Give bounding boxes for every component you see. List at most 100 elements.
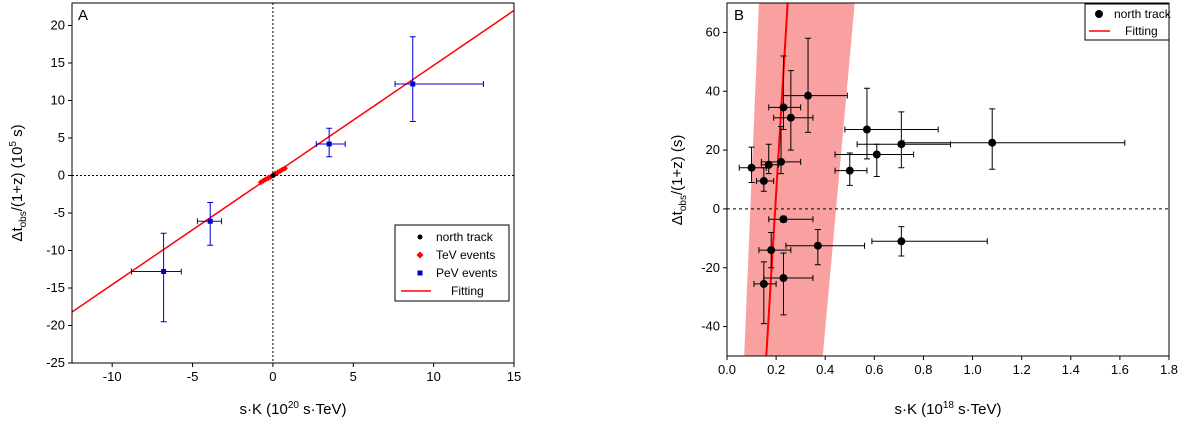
- a-ticks: -10 -5 0 5 10 15 -25 -20 -15 -10 -5 0 5 10 15 20: [46, 18, 521, 385]
- b-north-yerr-5: [787, 70, 794, 151]
- b-north-xerr-11: [903, 139, 1126, 146]
- b-north-point-0: [747, 163, 756, 172]
- b-x-tick-label-3: 0.6: [865, 362, 883, 377]
- b-panel-letter: B: [734, 7, 744, 24]
- panel-b: 0.0 0.2 0.4 0.6 0.8 1.0 1.2 1.4 1.6 1.8 -40 -20 0 20 4…: [669, 2, 1178, 418]
- b-north-point-8: [872, 150, 881, 159]
- b-x-tick-label-7: 1.4: [1062, 362, 1080, 377]
- a-y-tick-label-0: -25: [46, 355, 65, 370]
- a-x-tick-label-2: 0: [269, 369, 276, 384]
- b-y-tick-label-3: 20: [706, 142, 720, 157]
- b-fit-line: [765, 3, 789, 356]
- a-y-tick-label-2: -15: [46, 280, 65, 295]
- b-legend-label-north: north track: [1114, 7, 1172, 21]
- a-legend: north track TeV events PeV events Fittin…: [394, 224, 510, 302]
- a-fit-line: [72, 9, 514, 313]
- b-north-point-2: [764, 160, 773, 169]
- b-legend-marker-north: [1095, 10, 1103, 18]
- b-x-tick-label-5: 1.0: [964, 362, 982, 377]
- b-y-tick-label-2: 0: [713, 201, 720, 216]
- a-pev-point-0: [161, 269, 167, 274]
- a-pev-yerr-1: [207, 202, 214, 246]
- b-x-tick-label-2: 0.4: [816, 362, 834, 377]
- b-north-point-11: [988, 138, 997, 147]
- a-pev-yerr-3: [409, 36, 416, 122]
- b-north-point-16: [779, 274, 788, 283]
- b-north-point-3: [779, 103, 788, 112]
- b-x-tick-label-9: 1.8: [1160, 362, 1178, 377]
- b-y-axis-label: Δtobs/(1+z) (s): [669, 135, 689, 226]
- b-north-point-13: [767, 246, 776, 255]
- b-north-point-7: [862, 125, 871, 134]
- b-x-tick-label-4: 0.8: [914, 362, 932, 377]
- a-panel-letter: A: [78, 7, 88, 24]
- a-y-tick-label-7: 10: [51, 93, 65, 108]
- b-x-tick-label-0: 0.0: [718, 362, 736, 377]
- a-pev-xerr-3: [394, 81, 484, 87]
- a-pev-point-1: [207, 218, 213, 224]
- a-y-tick-label-8: 15: [51, 55, 65, 70]
- b-north-point-15: [897, 237, 906, 246]
- b-north-point-6: [804, 91, 813, 100]
- b-north-point-17: [759, 279, 768, 288]
- a-x-tick-label-0: -10: [103, 369, 122, 384]
- a-x-tick-label-5: 15: [507, 369, 521, 384]
- a-x-tick-label-1: -5: [187, 369, 199, 384]
- a-legend-marker-pev: [417, 270, 423, 276]
- b-north-xerr-7: [844, 126, 939, 133]
- b-north-yerr-7: [863, 87, 870, 160]
- b-y-tick-label-5: 60: [706, 24, 720, 39]
- b-north-yerr-16: [780, 252, 787, 316]
- a-legend-label-north: north track: [436, 230, 494, 244]
- b-legend-label-fit: Fitting: [1125, 24, 1158, 38]
- b-north-point-10: [897, 140, 906, 149]
- b-ticks: 0.0 0.2 0.4 0.6 0.8 1.0 1.2 1.4 1.6 1.8 -40 -20 0 20 4…: [701, 24, 1178, 377]
- a-legend-label-tev: TeV events: [436, 248, 495, 262]
- a-y-tick-label-9: 20: [51, 18, 65, 33]
- a-legend-marker-north: [417, 234, 423, 240]
- b-north-xerr-14: [785, 242, 866, 249]
- b-north-point-12: [779, 215, 788, 224]
- panel-a: -10 -5 0 5 10 15 -25 -20 -15 -10 -5 0 5 10 15 20 A s·K …: [8, 2, 521, 418]
- b-axes-frame: [726, 2, 1170, 357]
- b-north-point-5: [786, 113, 795, 122]
- a-legend-label-pev: PeV events: [436, 266, 497, 280]
- a-y-axis-label: Δtobs/(1+z) (105 s): [8, 124, 29, 241]
- a-pev-point-2: [326, 141, 332, 147]
- a-legend-label-fit: Fitting: [451, 284, 484, 298]
- b-plot-area: [738, 3, 1126, 356]
- a-axes-frame: [71, 2, 515, 364]
- b-x-tick-label-8: 1.6: [1111, 362, 1129, 377]
- a-north-point-0: [270, 173, 276, 178]
- b-y-tick-label-0: -40: [701, 319, 720, 334]
- b-north-yerr-17: [760, 261, 767, 325]
- a-y-tick-label-6: 5: [58, 130, 65, 145]
- b-north-point-14: [813, 241, 822, 250]
- a-y-tick-label-3: -10: [46, 243, 65, 258]
- a-y-tick-label-5: 0: [58, 168, 65, 183]
- a-pev-xerr-0: [130, 268, 182, 275]
- b-north-point-1: [759, 176, 768, 185]
- b-x-axis-label: s·K (1018 s·TeV): [895, 400, 1002, 418]
- b-y-tick-label-1: -20: [701, 260, 720, 275]
- a-x-tick-label-3: 5: [350, 369, 357, 384]
- b-north-xerr-15: [871, 238, 988, 245]
- a-y-tick-label-4: -5: [53, 205, 65, 220]
- b-north-point-4: [777, 157, 786, 166]
- b-north-point-9: [845, 166, 854, 175]
- a-x-tick-label-4: 10: [426, 369, 440, 384]
- b-north-yerr-6: [805, 37, 812, 133]
- a-legend-marker-tev: [416, 251, 424, 259]
- b-north-xerr-12: [768, 216, 814, 223]
- b-x-tick-label-6: 1.2: [1013, 362, 1031, 377]
- b-north-xerr-6: [782, 92, 848, 99]
- b-x-tick-label-1: 0.2: [767, 362, 785, 377]
- a-pev-yerr-0: [160, 232, 167, 323]
- b-north-yerr-8: [873, 143, 880, 178]
- b-y-tick-label-4: 40: [706, 83, 720, 98]
- a-reference-lines: [72, 3, 514, 363]
- b-legend: north track Fitting: [1084, 3, 1172, 41]
- a-x-axis-label: s·K (1020 s·TeV): [240, 400, 347, 418]
- a-y-tick-label-1: -20: [46, 318, 65, 333]
